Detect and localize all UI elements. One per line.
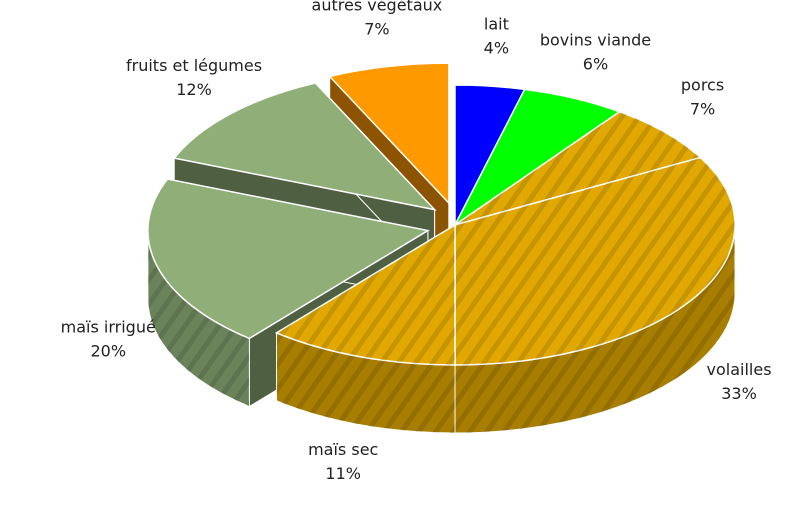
value-label: 6% (583, 55, 608, 74)
value-label: 33% (721, 384, 757, 403)
slice-label: bovins viande 6% (540, 31, 651, 74)
value-label: 7% (690, 100, 715, 119)
slice-texture (455, 225, 735, 433)
slice-label: porcs 7% (681, 76, 724, 119)
slice-texture (276, 225, 455, 365)
value-label: 11% (325, 464, 361, 483)
pie-tops (147, 62, 736, 366)
category-label: porcs (681, 76, 724, 95)
slice (172, 82, 437, 211)
category-label: maïs irrigué (61, 318, 156, 337)
value-label: 4% (484, 38, 509, 57)
category-label: lait (484, 14, 509, 33)
slice-texture (455, 157, 736, 365)
slice-label: volailles 33% (707, 360, 772, 403)
slice (147, 178, 430, 340)
category-label: fruits et légumes (126, 56, 262, 75)
slice-label: fruits et légumes 12% (126, 56, 262, 99)
slice-texture (147, 230, 250, 407)
slice-label: lait 4% (484, 14, 509, 57)
slice-label: autres végétaux 7% (312, 0, 443, 39)
slice-label: maïs sec 11% (308, 440, 378, 483)
category-label: autres végétaux (312, 0, 443, 15)
category-label: bovins viande (540, 31, 651, 50)
value-label: 12% (176, 80, 212, 99)
value-label: 7% (364, 20, 389, 39)
labels: lait 4% bovins viande 6% porcs 7% volailles 33%… (61, 0, 772, 483)
slice-label: maïs irrigué 20% (61, 318, 156, 361)
slice (328, 62, 450, 206)
value-label: 20% (90, 342, 126, 361)
slice-texture (455, 111, 701, 225)
slice-texture (276, 332, 455, 433)
category-label: maïs sec (308, 440, 378, 459)
category-label: volailles (707, 360, 772, 379)
